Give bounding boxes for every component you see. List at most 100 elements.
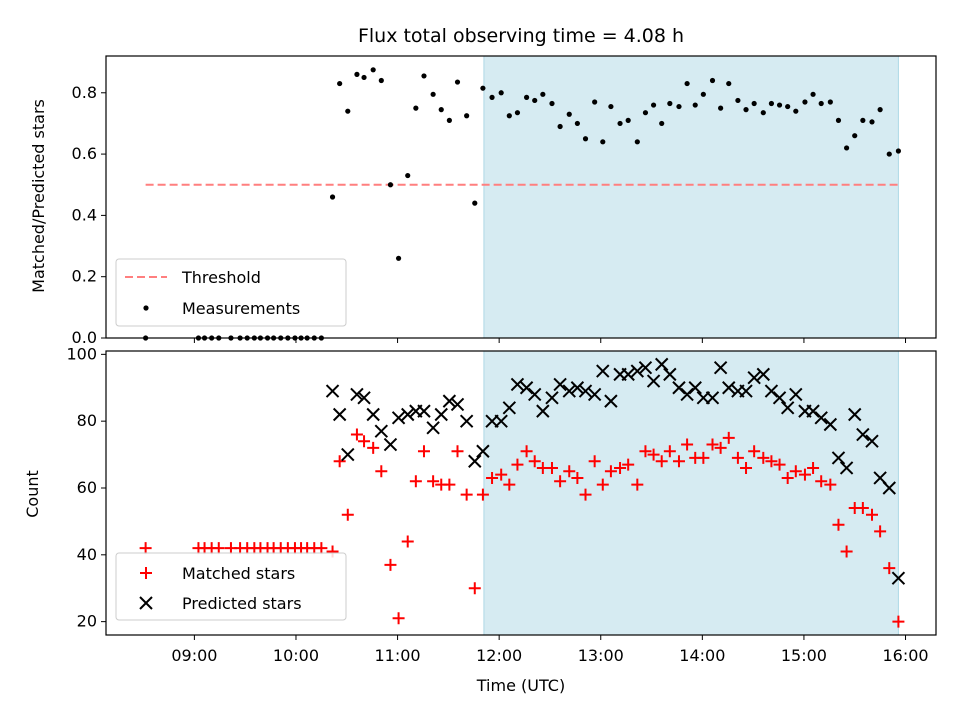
predicted-stars-point (476, 444, 490, 458)
matched-stars-point (486, 471, 499, 484)
matched-stars-point (451, 445, 464, 458)
matched-stars-point (748, 445, 761, 458)
measurements-point (743, 107, 749, 113)
y-tick-label: 80 (77, 411, 97, 430)
matched-stars-point (706, 438, 719, 451)
predicted-stars-point (325, 384, 340, 398)
measurements-point (446, 117, 452, 123)
predicted-stars-point (570, 381, 585, 395)
measurements-point (726, 80, 732, 87)
matched-stars-point (781, 471, 794, 484)
matched-stars-legend-label: Matched stars (182, 564, 295, 583)
predicted-stars-point (772, 391, 787, 405)
measurements-point (895, 148, 902, 154)
predicted-stars-point (756, 367, 771, 382)
predicted-stars-point (519, 381, 534, 395)
measurements-point (514, 110, 521, 116)
predicted-stars-point (739, 384, 753, 398)
matched-stars-point (622, 458, 635, 471)
matched-stars-point (139, 542, 152, 555)
observing-window (483, 55, 899, 339)
measurements-point (886, 151, 892, 157)
matched-stars-point (460, 488, 473, 501)
matched-stars-point (856, 502, 869, 515)
y-tick-label: 0.6 (72, 144, 97, 163)
top-y-axis-label: Matched/Predicted stars (29, 99, 48, 293)
predicted-stars-point (545, 391, 559, 405)
matched-stars-point (468, 582, 481, 595)
y-tick-label: 0.4 (72, 205, 97, 224)
measurements-point (776, 102, 783, 108)
matched-stars-point (341, 508, 354, 521)
measurements-point (810, 91, 816, 97)
predicted-stars-point (562, 384, 576, 398)
predicted-stars-point (654, 357, 669, 372)
matched-stars-point (409, 475, 422, 488)
matched-stars-point (714, 441, 727, 454)
measurements-point (454, 79, 461, 85)
predicted-stars-point (823, 417, 838, 432)
bottom-legend: Matched stars Predicted stars (115, 552, 347, 621)
measurements-point (642, 110, 649, 116)
observing-window (483, 350, 899, 636)
x-tick-label: 10:00 (273, 646, 319, 665)
measurements-point (337, 80, 343, 87)
panel-frame (105, 350, 937, 636)
matched-stars-point (596, 478, 609, 491)
measurements-point (793, 108, 799, 114)
measurements-point (751, 100, 757, 107)
predicted-stars-point (332, 407, 347, 422)
matched-stars-point (579, 488, 592, 501)
predicted-stars-point (891, 571, 906, 585)
matched-stars-point (740, 461, 753, 474)
measurements-point (361, 74, 367, 81)
measurements-legend-label: Measurements (182, 299, 300, 318)
measurements-point (378, 77, 384, 84)
predicted-stars-point (450, 397, 465, 412)
predicted-stars-point (865, 434, 879, 448)
predicted-stars-point (510, 377, 525, 392)
matched-stars-point (639, 445, 652, 458)
matched-stars-point (722, 431, 735, 444)
predicted-stars-point (401, 407, 415, 422)
bottom-legend-box (115, 552, 347, 621)
matched-stars-legend-marker (140, 567, 152, 579)
x-tick-label: 16:00 (882, 646, 928, 665)
matched-stars-point (495, 468, 508, 481)
measurements-point (523, 94, 530, 100)
measurements-point (395, 255, 402, 261)
predicted-stars-point (722, 381, 736, 395)
threshold-legend-label: Threshold (181, 268, 261, 287)
measurements-point (802, 99, 808, 105)
predicted-stars-point (806, 404, 820, 418)
matched-stars-point (731, 451, 744, 464)
measurements-point (592, 99, 598, 105)
measurements-legend-marker (143, 305, 149, 311)
matched-stars-point (631, 478, 644, 491)
predicted-stars-point (442, 394, 457, 408)
y-tick-label: 0.2 (72, 267, 97, 286)
predicted-stars-point (705, 391, 720, 405)
matched-stars-point (765, 455, 778, 468)
predicted-stars-point (468, 454, 482, 468)
measurements-point (345, 108, 351, 114)
matched-stars-point (892, 615, 905, 628)
measurements-point (650, 102, 657, 108)
predicted-stars-point (341, 447, 355, 462)
predicted-stars-legend-marker (139, 596, 153, 610)
measurements-point (532, 97, 538, 104)
measurements-point (700, 91, 706, 97)
x-tick-label: 11:00 (375, 646, 421, 665)
measurements-point (634, 139, 640, 145)
y-tick-label: 20 (77, 612, 97, 631)
matched-stars-point (697, 451, 710, 464)
matched-stars-point (358, 435, 371, 448)
matched-stars-point (350, 428, 363, 441)
predicted-stars-point (839, 461, 854, 475)
y-tick-label: 0.8 (72, 83, 97, 102)
chart-title: Flux total observing time = 4.08 h (358, 25, 684, 47)
predicted-stars-point (383, 437, 398, 452)
matched-stars-point (663, 445, 676, 458)
measurements-point (370, 67, 376, 73)
predicted-stars-point (688, 381, 702, 395)
